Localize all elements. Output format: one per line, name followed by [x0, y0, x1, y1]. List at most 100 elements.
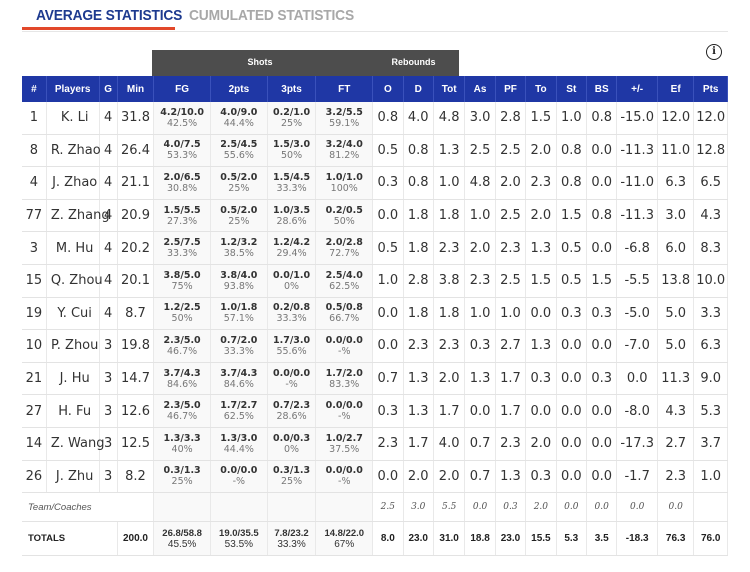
- p2-cell: 19.0/35.5 53.5%: [210, 521, 268, 557]
- tab-average-statistics[interactable]: AVERAGE STATISTICS: [36, 7, 183, 24]
- totals-stat-bs: 3.5: [586, 521, 618, 557]
- tab-cumulated-statistics[interactable]: CUMULATED STATISTICS: [189, 7, 354, 24]
- column-header-2pts[interactable]: 2pts: [210, 76, 268, 102]
- column-header-tot[interactable]: Tot: [433, 76, 466, 102]
- column-header-as[interactable]: As: [464, 76, 496, 102]
- stat-st: 0.0: [556, 362, 587, 396]
- ft-made-attempted: 0.2/0.5: [325, 204, 363, 216]
- p3-percentage: 0%: [284, 280, 300, 292]
- player-name-link[interactable]: J. Zhu: [46, 460, 100, 494]
- p2-made-attempted: 3.7/4.3: [220, 367, 258, 379]
- player-name-link[interactable]: Z. Wang: [46, 427, 104, 461]
- stat-ef: 6.0: [657, 231, 695, 265]
- player-name-link[interactable]: Z. Zhang: [46, 199, 110, 233]
- column-header-st[interactable]: St: [556, 76, 587, 102]
- column-header-players[interactable]: Players: [46, 76, 100, 102]
- player-name-link[interactable]: R. Zhao: [46, 134, 101, 168]
- stat-pts: 3.3: [693, 297, 728, 331]
- p3-made-attempted: 1.5/3.0: [272, 139, 311, 151]
- p3-made-attempted: 0.2/1.0: [272, 106, 311, 118]
- ft-cell: 0.5/0.8 66.7%: [315, 297, 374, 331]
- fg-made-attempted: 3.8/5.0: [163, 269, 201, 281]
- player-name-link[interactable]: Y. Cui: [46, 297, 100, 331]
- ft-made-attempted: 14.8/22.0: [324, 527, 365, 539]
- column-header-[interactable]: +/-: [616, 76, 658, 102]
- ft-made-attempted: 2.5/4.0: [325, 269, 363, 281]
- player-name-link[interactable]: P. Zhou: [46, 329, 100, 363]
- stat-d: 1.7: [403, 427, 434, 461]
- column-header-pf[interactable]: PF: [495, 76, 527, 102]
- stat-tot: 4.8: [433, 102, 466, 135]
- stat-pts: 6.5: [693, 166, 728, 200]
- ft-cell: 1.0/1.0 100%: [315, 166, 374, 200]
- fg-percentage: 45.5%: [167, 538, 197, 550]
- stat-pts: 12.0: [693, 102, 728, 135]
- stat-pts: 1.0: [693, 460, 728, 494]
- stat-pm: -11.0: [616, 166, 658, 200]
- stat-ef: 3.0: [657, 199, 695, 233]
- p2-percentage: 25%: [228, 215, 250, 227]
- column-header-3pts[interactable]: 3pts: [267, 76, 317, 102]
- stats-tabs: AVERAGE STATISTICS CUMULATED STATISTICS: [0, 0, 750, 32]
- ft-cell: 0.0/0.0 -%: [315, 329, 374, 363]
- ft-percentage: 50%: [333, 215, 355, 227]
- player-name-link[interactable]: K. Li: [46, 102, 100, 135]
- player-name-link[interactable]: Q. Zhou: [46, 264, 103, 298]
- p3-cell: 7.8/23.2 33.3%: [267, 521, 317, 557]
- info-icon[interactable]: i: [706, 44, 722, 60]
- stat-to: 1.3: [525, 329, 557, 363]
- stat-pts: 3.7: [693, 427, 728, 461]
- ft-percentage: -%: [338, 476, 351, 488]
- player-name-link[interactable]: H. Fu: [46, 394, 100, 428]
- player-name-link[interactable]: J. Zhao: [46, 166, 100, 200]
- column-header-d[interactable]: D: [403, 76, 434, 102]
- stat-tot: 2.3: [433, 231, 466, 265]
- games-played: 4: [99, 199, 118, 233]
- player-name-link[interactable]: J. Hu: [46, 362, 100, 396]
- stat-st: 0.0: [556, 329, 587, 363]
- p3-made-attempted: 1.7/3.0: [272, 334, 311, 346]
- fg-cell: 1.2/2.5 50%: [153, 297, 211, 331]
- ft-made-attempted: 1.7/2.0: [325, 367, 363, 379]
- column-header-to[interactable]: To: [525, 76, 557, 102]
- p3-made-attempted: 1.5/4.5: [272, 171, 311, 183]
- jersey-number: 3: [22, 231, 47, 265]
- fg-percentage: 33.3%: [167, 248, 198, 260]
- stat-tot: 1.8: [433, 297, 466, 331]
- column-header-o[interactable]: O: [372, 76, 404, 102]
- column-header-min[interactable]: Min: [117, 76, 155, 102]
- p3-made-attempted: 0.7/2.3: [272, 400, 311, 412]
- games-played: 4: [99, 264, 118, 298]
- stat-pm: -11.3: [616, 199, 658, 233]
- p2-made-attempted: 0.7/2.0: [220, 334, 258, 346]
- p3-percentage: 55.6%: [276, 345, 307, 357]
- stat-d: 1.3: [403, 362, 434, 396]
- stat-st: 0.0: [556, 394, 587, 428]
- jersey-number: 1: [22, 102, 47, 135]
- stat-o: 0.8: [372, 102, 404, 135]
- stat-ef: 4.3: [657, 394, 695, 428]
- stat-pf: 2.5: [495, 199, 527, 233]
- column-header-fg[interactable]: FG: [153, 76, 211, 102]
- player-row: 3 M. Hu 4 20.2 2.5/7.5 33.3% 1.2/3.2 38.5% 1.2/4…: [22, 231, 728, 265]
- column-header-g[interactable]: G: [99, 76, 118, 102]
- column-header-pts[interactable]: Pts: [693, 76, 728, 102]
- p2-made-attempted: 1.7/2.7: [220, 400, 258, 412]
- column-header-bs[interactable]: BS: [586, 76, 618, 102]
- player-name-link[interactable]: M. Hu: [46, 231, 100, 265]
- fg-made-attempted: 26.8/58.8: [162, 527, 202, 539]
- column-header-[interactable]: #: [22, 76, 47, 102]
- stat-pf: 1.0: [495, 297, 527, 331]
- p3-percentage: 25%: [280, 476, 303, 488]
- stat-as: 1.0: [464, 199, 496, 233]
- ft-cell: 2.5/4.0 62.5%: [315, 264, 374, 298]
- column-header-ft[interactable]: FT: [315, 76, 374, 102]
- stat-bs: 0.0: [586, 427, 618, 461]
- p3-made-attempted: 0.0/0.0: [272, 367, 311, 379]
- p2-made-attempted: 3.8/4.0: [220, 269, 258, 281]
- stat-as: 2.5: [464, 134, 496, 168]
- stat-ef: 5.0: [657, 329, 695, 363]
- ft-percentage: 100%: [330, 182, 358, 194]
- column-header-ef[interactable]: Ef: [657, 76, 695, 102]
- minutes: 26.4: [117, 134, 155, 168]
